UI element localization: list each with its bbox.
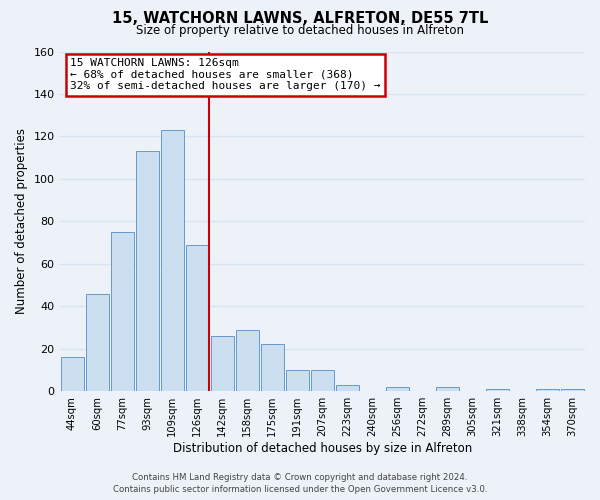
Bar	[185, 244, 209, 391]
Bar	[436, 387, 459, 391]
Bar	[286, 370, 309, 391]
Bar	[336, 385, 359, 391]
Bar	[261, 344, 284, 391]
X-axis label: Distribution of detached houses by size in Alfreton: Distribution of detached houses by size …	[173, 442, 472, 455]
Bar	[110, 232, 134, 391]
Bar	[161, 130, 184, 391]
Text: Contains HM Land Registry data © Crown copyright and database right 2024.
Contai: Contains HM Land Registry data © Crown c…	[113, 472, 487, 494]
Bar	[211, 336, 233, 391]
Y-axis label: Number of detached properties: Number of detached properties	[15, 128, 28, 314]
Bar	[236, 330, 259, 391]
Bar	[486, 389, 509, 391]
Text: 15 WATCHORN LAWNS: 126sqm
← 68% of detached houses are smaller (368)
32% of semi: 15 WATCHORN LAWNS: 126sqm ← 68% of detac…	[70, 58, 380, 92]
Bar	[311, 370, 334, 391]
Bar	[136, 152, 158, 391]
Text: Size of property relative to detached houses in Alfreton: Size of property relative to detached ho…	[136, 24, 464, 37]
Bar	[386, 387, 409, 391]
Bar	[61, 357, 83, 391]
Bar	[561, 389, 584, 391]
Bar	[86, 294, 109, 391]
Bar	[536, 389, 559, 391]
Text: 15, WATCHORN LAWNS, ALFRETON, DE55 7TL: 15, WATCHORN LAWNS, ALFRETON, DE55 7TL	[112, 11, 488, 26]
